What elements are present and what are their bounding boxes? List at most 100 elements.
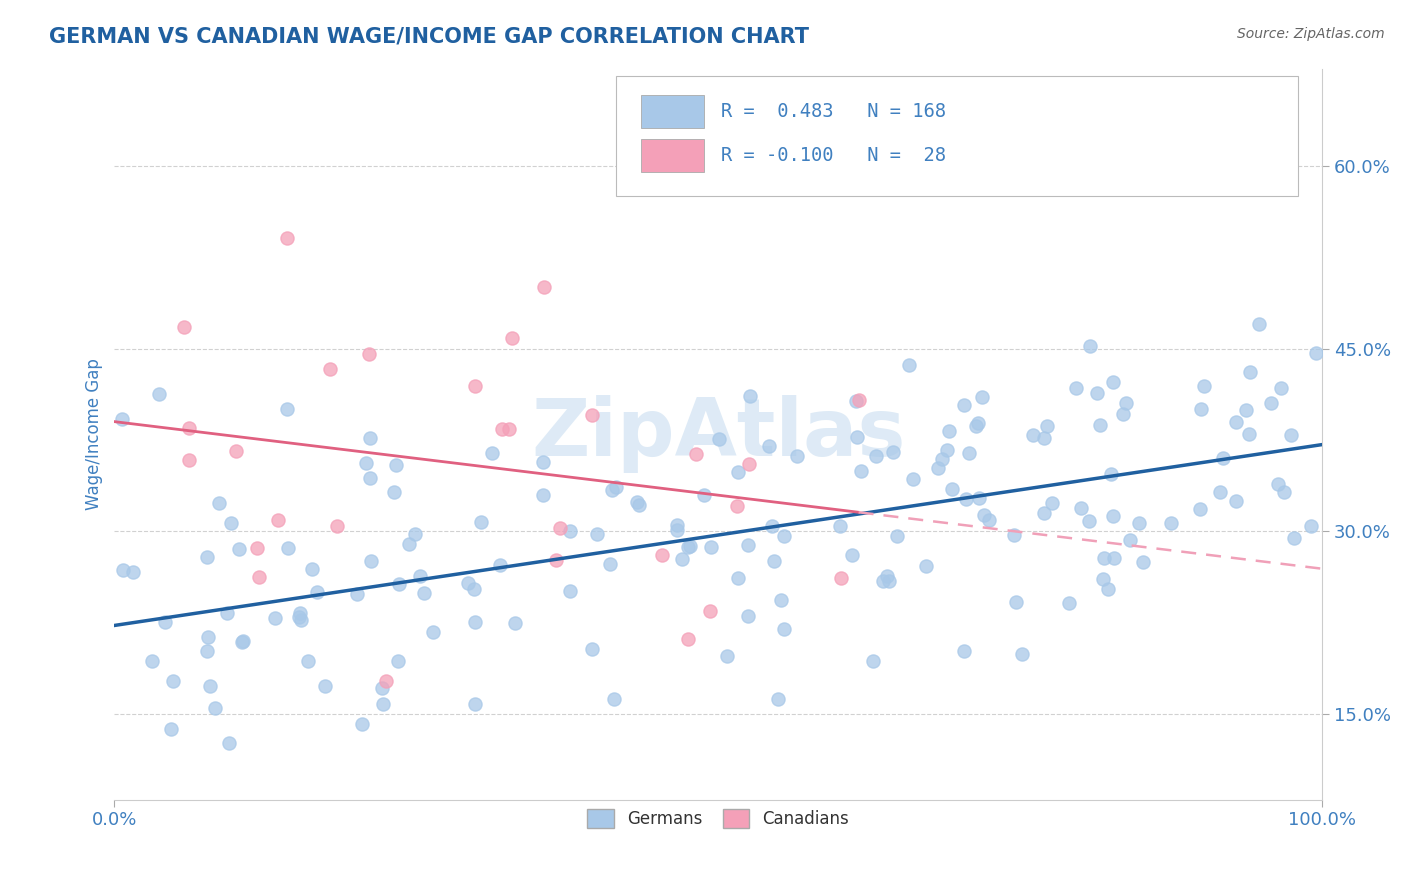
Text: R = -0.100   N =  28: R = -0.100 N = 28 (721, 146, 946, 165)
Point (531, 455, 554, 469)
Point (716, 648, 738, 663)
Point (360, 554, 382, 568)
Point (153, 615, 176, 629)
Point (938, 424, 960, 438)
Point (700, 541, 723, 555)
Point (359, 471, 381, 485)
Point (737, 608, 759, 623)
Point (481, 446, 503, 460)
Point (218, 736, 240, 750)
Point (967, 417, 990, 431)
Point (195, 549, 218, 564)
Point (264, 611, 287, 625)
Point (1272, 484, 1295, 499)
Point (503, 615, 526, 630)
Point (464, 615, 486, 629)
Point (267, 513, 290, 527)
Point (678, 632, 700, 647)
Point (845, 393, 868, 408)
Point (1267, 476, 1289, 491)
Point (204, 701, 226, 715)
Point (1132, 555, 1154, 569)
Point (828, 519, 851, 533)
Point (679, 539, 702, 553)
Point (1011, 647, 1033, 661)
Point (457, 575, 479, 590)
Point (1057, 596, 1080, 610)
Point (111, 412, 134, 426)
Point (1234, 403, 1257, 417)
Point (371, 698, 394, 712)
Point (897, 359, 920, 373)
Point (600, 483, 623, 497)
Point (848, 392, 870, 407)
Point (217, 606, 239, 620)
Point (936, 442, 959, 457)
Point (973, 508, 995, 522)
Point (225, 444, 247, 458)
Point (927, 460, 949, 475)
Point (738, 457, 761, 471)
Point (957, 446, 980, 460)
Point (288, 609, 311, 624)
Point (546, 553, 568, 567)
Point (531, 487, 554, 501)
Point (1128, 516, 1150, 530)
Text: Source: ZipAtlas.com: Source: ZipAtlas.com (1237, 27, 1385, 41)
Point (965, 419, 987, 434)
Point (550, 521, 572, 535)
Point (830, 571, 852, 585)
Point (786, 450, 808, 464)
Point (1002, 528, 1025, 542)
Point (111, 563, 134, 577)
Point (886, 529, 908, 543)
Point (464, 697, 486, 711)
Point (488, 558, 510, 572)
Point (737, 538, 759, 552)
Point (676, 540, 699, 554)
Point (314, 679, 336, 693)
Point (288, 606, 311, 620)
Point (1101, 508, 1123, 523)
Point (758, 439, 780, 453)
Point (297, 655, 319, 669)
Point (1270, 381, 1292, 395)
Point (384, 458, 406, 473)
Point (560, 524, 582, 538)
Point (953, 643, 976, 657)
Point (865, 449, 887, 463)
Point (1209, 484, 1232, 499)
Point (277, 541, 299, 555)
Point (766, 691, 789, 706)
Point (208, 496, 231, 510)
Point (354, 456, 377, 470)
Text: R =  0.483   N = 168: R = 0.483 N = 168 (721, 103, 946, 121)
Point (197, 630, 219, 644)
FancyBboxPatch shape (641, 138, 704, 172)
Point (952, 397, 974, 411)
Point (359, 431, 381, 445)
Point (581, 642, 603, 657)
Point (359, 347, 381, 361)
Point (1237, 427, 1260, 442)
Point (770, 592, 793, 607)
Legend: Germans, Canadians: Germans, Canadians (581, 803, 856, 835)
Point (301, 562, 323, 576)
Y-axis label: Wage/Income Gap: Wage/Income Gap (86, 358, 103, 510)
Point (352, 717, 374, 731)
Point (763, 554, 786, 568)
Point (1033, 506, 1056, 520)
Point (685, 447, 707, 461)
Point (173, 320, 195, 334)
Point (915, 559, 938, 574)
Point (841, 548, 863, 562)
Point (558, 584, 581, 599)
Point (727, 571, 749, 585)
Point (456, 805, 478, 819)
Point (305, 584, 328, 599)
Point (246, 541, 269, 556)
Point (598, 558, 620, 572)
Point (849, 464, 872, 478)
Point (179, 452, 201, 467)
Point (398, 537, 420, 551)
